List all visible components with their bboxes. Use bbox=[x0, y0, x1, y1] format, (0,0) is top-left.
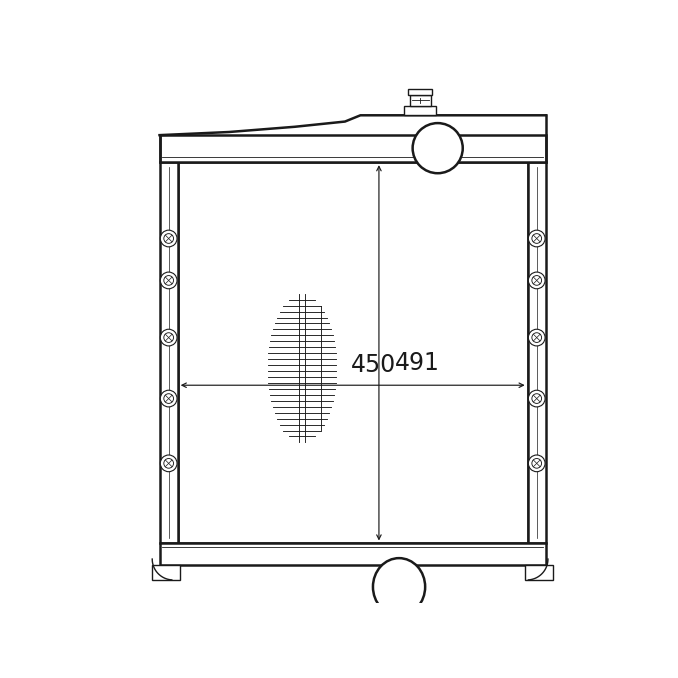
Circle shape bbox=[164, 333, 174, 342]
Bar bbox=[178, 162, 527, 543]
Circle shape bbox=[528, 455, 545, 472]
Circle shape bbox=[164, 394, 174, 403]
Circle shape bbox=[160, 230, 177, 247]
Bar bbox=[153, 565, 180, 580]
Circle shape bbox=[532, 458, 542, 468]
Bar bbox=[410, 96, 431, 106]
Bar bbox=[159, 162, 178, 543]
Circle shape bbox=[164, 234, 174, 243]
Circle shape bbox=[164, 275, 174, 285]
Circle shape bbox=[528, 391, 545, 407]
Circle shape bbox=[160, 330, 177, 346]
Text: 491: 491 bbox=[395, 351, 439, 375]
Circle shape bbox=[160, 272, 177, 289]
Bar bbox=[159, 135, 546, 162]
Text: 450: 450 bbox=[351, 353, 396, 378]
Circle shape bbox=[160, 391, 177, 407]
Ellipse shape bbox=[373, 558, 425, 616]
Circle shape bbox=[160, 455, 177, 472]
Circle shape bbox=[532, 234, 542, 243]
Bar bbox=[159, 543, 546, 565]
Circle shape bbox=[528, 230, 545, 247]
Circle shape bbox=[532, 275, 542, 285]
Bar bbox=[408, 89, 433, 96]
Bar bbox=[404, 106, 437, 115]
Circle shape bbox=[532, 394, 542, 403]
Circle shape bbox=[532, 333, 542, 342]
Circle shape bbox=[528, 272, 545, 289]
Bar bbox=[525, 565, 553, 580]
Bar bbox=[527, 162, 546, 543]
Circle shape bbox=[413, 123, 463, 173]
Circle shape bbox=[164, 458, 174, 468]
Circle shape bbox=[528, 330, 545, 346]
